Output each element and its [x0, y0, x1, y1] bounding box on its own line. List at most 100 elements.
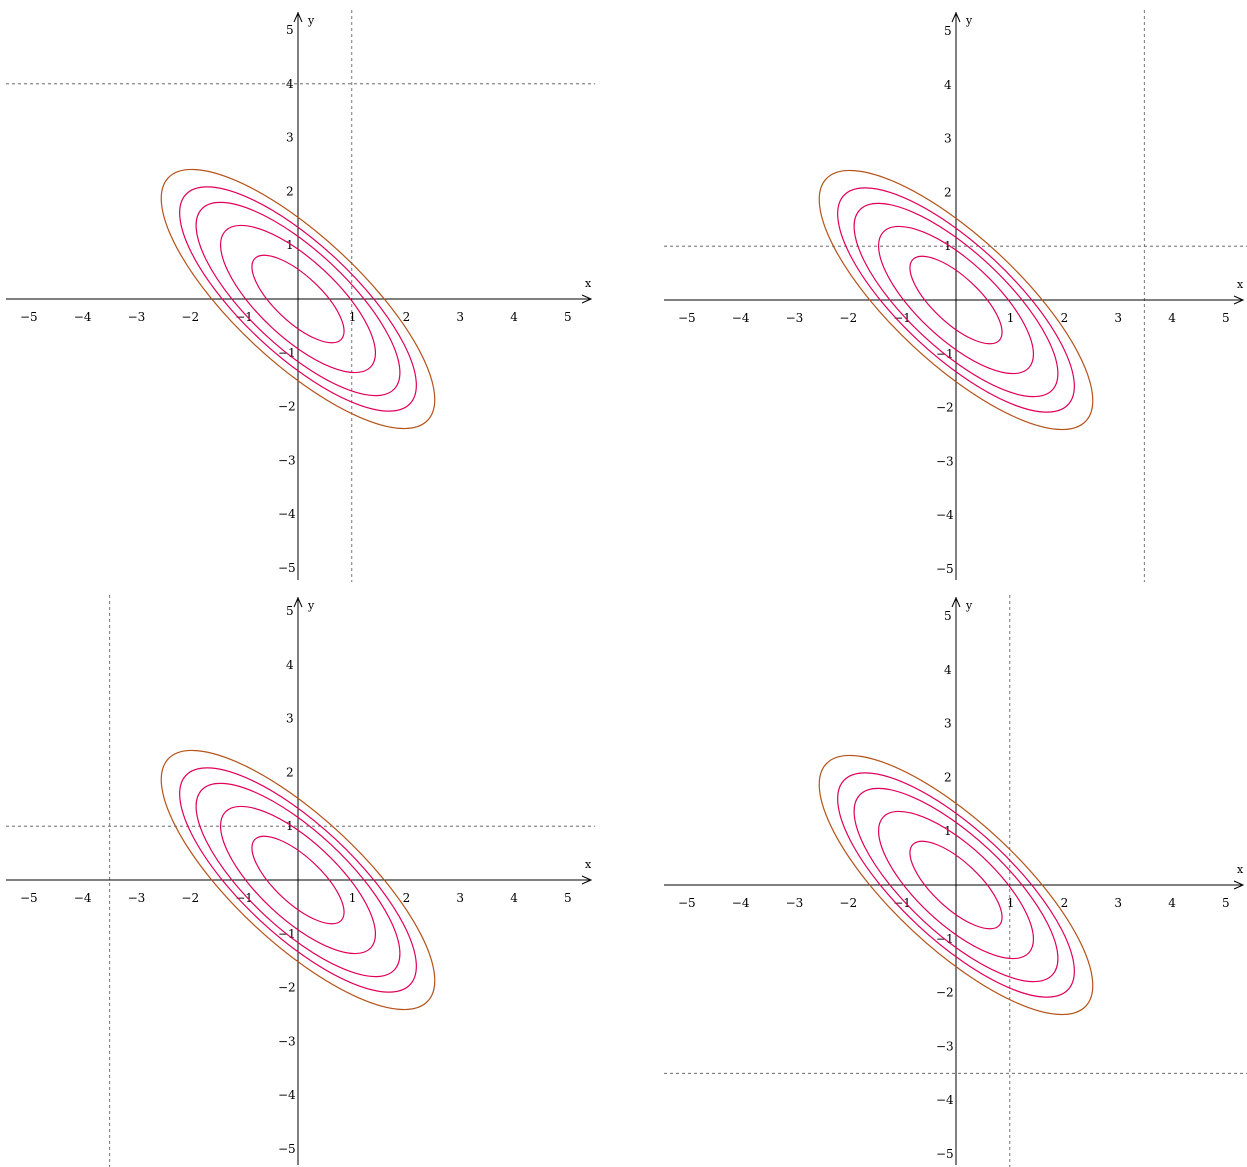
x-tick-label: −5 [20, 310, 38, 324]
y-tick-label: −5 [278, 561, 296, 575]
contour-level-3 [195, 782, 401, 978]
contour-level-3 [195, 201, 401, 397]
y-tick-label: −5 [936, 1147, 954, 1161]
y-tick-label: 2 [286, 184, 294, 198]
y-tick-label: −3 [278, 1034, 296, 1048]
y-tick-label: −3 [278, 453, 296, 467]
x-axis-label: x [585, 277, 592, 290]
y-tick-label: −3 [936, 1039, 954, 1053]
contour-level-5 [818, 754, 1094, 1016]
x-tick-label: 2 [403, 310, 411, 324]
x-tick-label: 5 [1222, 311, 1230, 325]
x-tick-label: −1 [235, 310, 253, 324]
y-tick-label: 5 [944, 609, 952, 623]
y-tick-label: −2 [278, 400, 296, 414]
y-tick-label: 1 [286, 819, 294, 833]
y-tick-label: 3 [286, 712, 294, 726]
x-tick-label: −3 [128, 310, 146, 324]
x-tick-label: 5 [564, 891, 572, 905]
x-tick-label: 4 [1168, 311, 1176, 325]
y-tick-label: 2 [286, 765, 294, 779]
x-tick-label: −3 [786, 311, 804, 325]
y-axis-label: y [307, 14, 315, 27]
x-tick-label: 3 [456, 310, 464, 324]
y-tick-label: −2 [936, 986, 954, 1000]
contour-level-4 [179, 767, 417, 993]
x-tick-label: 1 [1007, 896, 1015, 910]
contour-level-2 [877, 225, 1035, 375]
y-tick-label: 2 [944, 185, 952, 199]
y-tick-label: −3 [936, 454, 954, 468]
y-tick-label: −2 [278, 981, 296, 995]
x-axis-label: x [585, 858, 592, 871]
y-tick-label: 5 [286, 23, 294, 37]
x-tick-label: 1 [349, 310, 357, 324]
x-tick-label: 4 [1168, 896, 1176, 910]
contour-level-2 [219, 805, 377, 955]
x-axis-arrow [1233, 295, 1245, 305]
x-tick-label: −2 [839, 896, 857, 910]
contour-level-4 [837, 187, 1075, 413]
y-axis-label: y [965, 14, 973, 27]
contour-level-2 [877, 810, 1035, 960]
x-axis-arrow [581, 875, 593, 885]
x-tick-label: 3 [456, 891, 464, 905]
x-tick-label: −1 [893, 896, 911, 910]
contour-level-1 [251, 254, 345, 344]
y-tick-label: 4 [944, 663, 952, 677]
x-tick-label: −1 [893, 311, 911, 325]
x-tick-label: 3 [1114, 896, 1122, 910]
x-tick-label: 1 [349, 891, 357, 905]
x-tick-label: −2 [839, 311, 857, 325]
contour-level-3 [853, 202, 1059, 398]
y-tick-label: 4 [286, 77, 294, 91]
x-tick-label: 1 [1007, 311, 1015, 325]
x-tick-label: −1 [235, 891, 253, 905]
contour-level-4 [179, 186, 417, 412]
x-tick-label: 2 [403, 891, 411, 905]
contour-level-1 [909, 255, 1003, 345]
x-tick-label: −3 [786, 896, 804, 910]
y-tick-label: −4 [936, 508, 954, 522]
y-tick-label: −4 [278, 507, 296, 521]
y-tick-label: −2 [936, 401, 954, 415]
x-tick-label: 4 [510, 891, 518, 905]
y-tick-label: 5 [944, 24, 952, 38]
y-tick-label: 2 [944, 770, 952, 784]
x-tick-label: −5 [678, 311, 696, 325]
x-tick-label: −5 [20, 891, 38, 905]
y-tick-label: 1 [944, 824, 952, 838]
y-tick-label: 1 [944, 239, 952, 253]
x-tick-label: −3 [128, 891, 146, 905]
y-tick-label: 3 [944, 717, 952, 731]
x-tick-label: −2 [181, 891, 199, 905]
contour-level-5 [160, 168, 436, 430]
y-tick-label: 4 [286, 658, 294, 672]
x-tick-label: −5 [678, 896, 696, 910]
x-tick-label: −4 [732, 896, 750, 910]
x-tick-label: −2 [181, 310, 199, 324]
contour-level-3 [853, 787, 1059, 983]
x-axis-arrow [581, 294, 593, 304]
x-axis-label: x [1237, 863, 1244, 876]
x-axis-arrow [1233, 880, 1245, 890]
x-tick-label: 3 [1114, 311, 1122, 325]
y-tick-label: −5 [936, 562, 954, 576]
x-tick-label: −4 [74, 891, 92, 905]
y-axis-arrow [293, 11, 303, 23]
x-axis-label: x [1237, 278, 1244, 291]
y-axis-arrow [293, 596, 303, 608]
x-tick-label: 2 [1061, 311, 1069, 325]
x-tick-label: 5 [1222, 896, 1230, 910]
y-axis-arrow [951, 11, 961, 23]
contour-level-1 [909, 840, 1003, 930]
y-tick-label: 3 [286, 131, 294, 145]
contour-level-5 [818, 169, 1094, 431]
y-axis-label: y [307, 599, 315, 612]
contour-level-4 [837, 772, 1075, 998]
contour-level-1 [251, 835, 345, 925]
